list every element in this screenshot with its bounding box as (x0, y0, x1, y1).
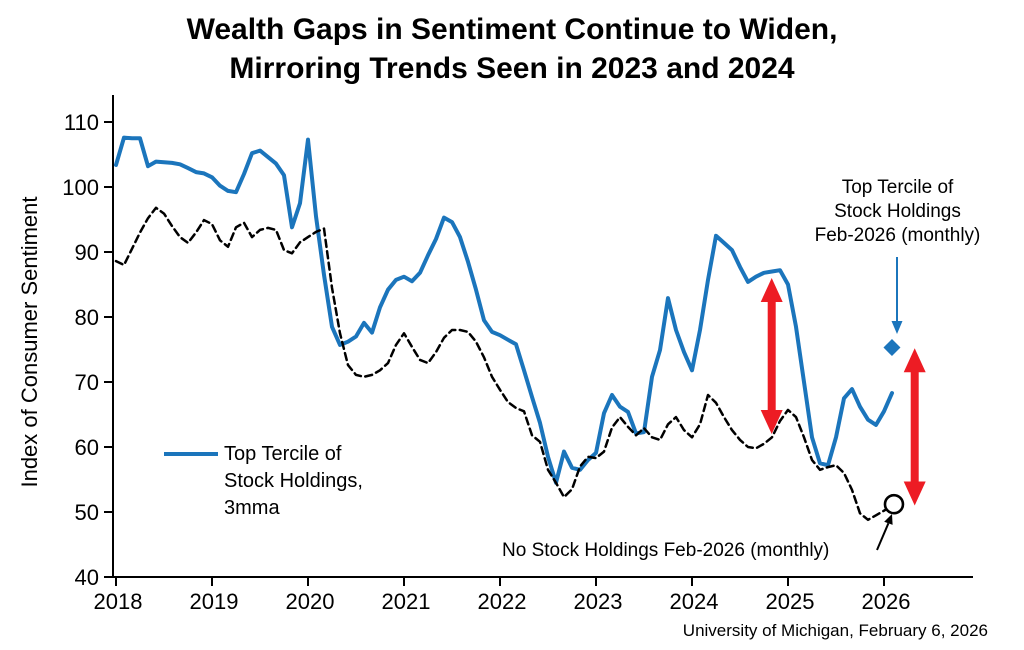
y-tick-label: 110 (64, 110, 99, 135)
y-tick-label: 100 (62, 175, 99, 200)
pointer-arrow-blue-head (891, 321, 903, 334)
x-tick-label: 2018 (94, 589, 143, 614)
series-line-top-tercile (114, 135, 894, 485)
y-tick-label: 80 (75, 305, 99, 330)
x-tick-label: 2020 (286, 589, 335, 614)
x-tick-label: 2023 (574, 589, 623, 614)
pointer-arrow-black (876, 522, 890, 551)
legend-label-line3: 3mma (224, 497, 280, 519)
x-tick-label: 2022 (478, 589, 527, 614)
x-tick-label: 2019 (190, 589, 239, 614)
legend-label-line2: Stock Holdings, (224, 470, 363, 492)
chart-title-line2: Mirroring Trends Seen in 2023 and 2024 (229, 52, 795, 85)
legend-label: Top Tercile of Stock Holdings, 3mma (224, 441, 363, 522)
y-tick-label: 90 (75, 240, 99, 265)
x-tick-label: 2025 (766, 589, 815, 614)
y-tick-label: 50 (75, 500, 99, 525)
chart-title-line1: Wealth Gaps in Sentiment Continue to Wid… (186, 13, 838, 46)
y-tick-label: 70 (75, 370, 99, 395)
y-tick-label: 60 (75, 435, 99, 460)
pointer-arrow-black-head (884, 514, 893, 525)
source-note: University of Michigan, February 6, 2026 (682, 621, 988, 640)
x-tick-label: 2024 (670, 589, 719, 614)
marker-circle-no-stock (883, 493, 905, 515)
marker-diamond-top-tercile (883, 339, 901, 357)
gap-arrow (760, 278, 783, 434)
y-tick-label: 40 (75, 565, 99, 590)
legend-label-line1: Top Tercile of (224, 443, 342, 465)
legend-line-swatch (164, 452, 218, 456)
annotation-top-tercile-monthly: Top Tercile of Stock Holdings Feb-2026 (… (795, 176, 1000, 248)
x-tick-label: 2026 (862, 589, 911, 614)
annotation-top-line3: Feb-2026 (monthly) (814, 225, 981, 246)
chart-title: Wealth Gaps in Sentiment Continue to Wid… (0, 10, 1024, 88)
x-tick-label: 2021 (382, 589, 431, 614)
annotation-top-line1: Top Tercile of (841, 177, 954, 198)
annotation-no-stock-monthly: No Stock Holdings Feb-2026 (monthly) (502, 540, 830, 561)
annotation-top-line2: Stock Holdings (834, 201, 961, 222)
gap-arrow (903, 348, 926, 506)
legend: Top Tercile of Stock Holdings, 3mma (164, 441, 363, 522)
series-line-no-stock (114, 206, 894, 522)
